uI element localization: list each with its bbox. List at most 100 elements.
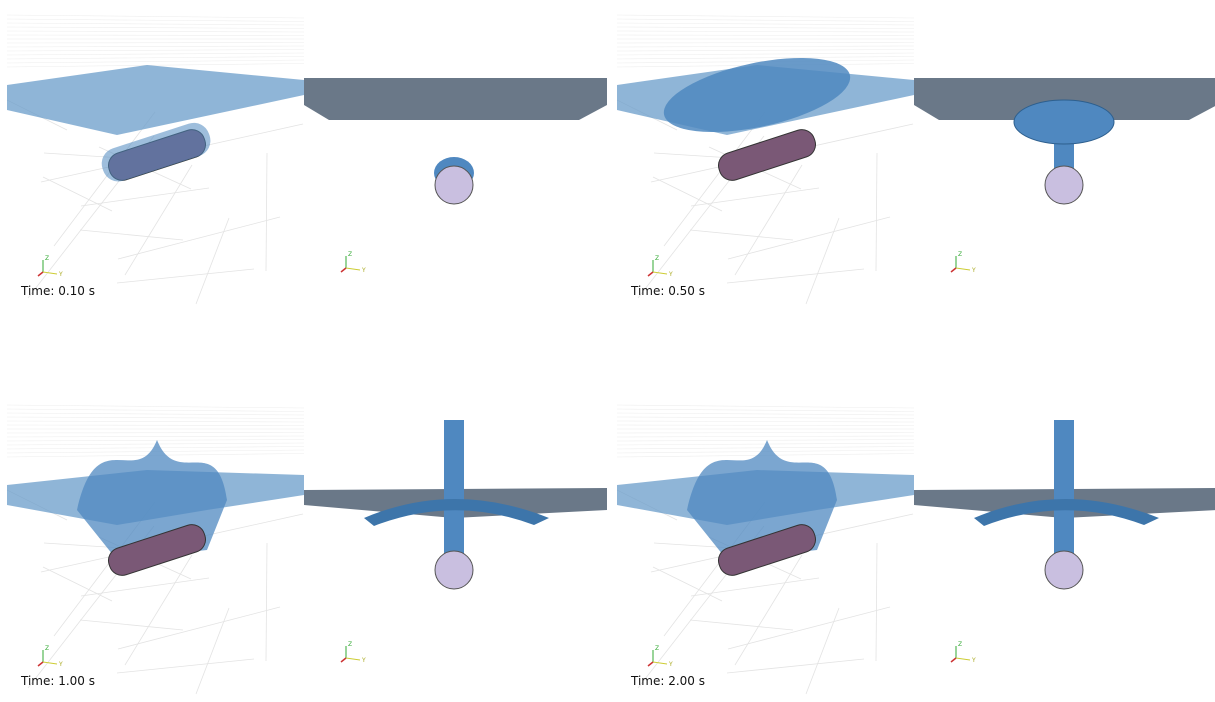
- axis-y: [345, 267, 361, 271]
- mesh-line: [734, 164, 803, 276]
- mesh-line: [79, 229, 184, 241]
- axis-x: [647, 271, 654, 277]
- axis-y: [42, 271, 58, 275]
- mesh-line: [689, 229, 794, 241]
- mesh-line: [80, 577, 210, 597]
- mesh-line: [6, 30, 305, 33]
- mesh-line: [616, 22, 915, 26]
- mesh-line: [727, 216, 891, 260]
- axis-y: [42, 661, 58, 665]
- spray: [364, 499, 549, 526]
- mesh-line: [6, 45, 305, 48]
- axis-y: [955, 267, 971, 271]
- mesh-line: [79, 619, 184, 631]
- mesh-line: [6, 56, 305, 60]
- time-label: Time: 0.10 s: [20, 284, 95, 298]
- mesh-line: [6, 432, 305, 434]
- axis-z-label: Z: [655, 645, 659, 652]
- mesh-line: [6, 52, 305, 56]
- perspective-view: Time: 0.10 s: [6, 14, 305, 305]
- mesh-line: [616, 49, 915, 52]
- cylinder-section: [1044, 550, 1084, 590]
- mesh-line: [734, 554, 803, 666]
- cylinder: [718, 129, 816, 181]
- time-label: Time: 0.50 s: [630, 284, 705, 298]
- axis-y-label: Y: [58, 661, 63, 668]
- mesh-line: [6, 49, 305, 52]
- mesh-line: [116, 658, 255, 674]
- mesh-line: [6, 34, 305, 36]
- mesh-line: [690, 187, 820, 207]
- axis-z-label: Z: [958, 251, 962, 258]
- mesh-line: [6, 416, 305, 419]
- cylinder-section: [434, 550, 474, 590]
- axis-y: [955, 657, 971, 661]
- axis-x: [340, 267, 347, 273]
- axis-y: [652, 271, 668, 275]
- axis-x: [950, 267, 957, 273]
- cylinder-section: [1044, 165, 1084, 205]
- cylinder-section: [434, 165, 474, 205]
- mesh-line: [616, 45, 915, 48]
- spray: [974, 499, 1159, 526]
- mesh-line: [6, 424, 305, 426]
- mesh-line: [616, 424, 915, 426]
- mesh-line: [6, 59, 305, 64]
- mesh-line: [117, 606, 281, 650]
- film: [101, 122, 211, 182]
- cap: [1013, 99, 1115, 145]
- mesh-line: [116, 268, 255, 284]
- mesh-line: [53, 111, 156, 247]
- axis-y-label: Y: [971, 657, 976, 664]
- water-band: [304, 78, 607, 120]
- perspective-view: Time: 0.50 s: [616, 14, 915, 305]
- mesh-line: [6, 435, 305, 438]
- mesh-line: [6, 18, 305, 22]
- side-view: [304, 78, 607, 205]
- mesh-line: [616, 412, 915, 416]
- mesh-line: [616, 408, 915, 412]
- axis-y-label: Y: [361, 657, 366, 664]
- mesh-line: [616, 435, 915, 438]
- mesh-line: [80, 187, 210, 207]
- mesh-line: [117, 216, 281, 260]
- mesh-line: [265, 542, 268, 662]
- mesh-line: [616, 18, 915, 22]
- mesh-line: [616, 52, 915, 56]
- mesh-line: [616, 416, 915, 419]
- axis-x: [340, 657, 347, 663]
- mesh-line: [616, 404, 915, 409]
- cylinder: [108, 524, 206, 576]
- axis-x: [647, 661, 654, 667]
- neck: [444, 420, 464, 570]
- mesh-line: [616, 56, 915, 60]
- mesh-line: [616, 30, 915, 33]
- mesh-line: [265, 152, 268, 272]
- mesh-line: [6, 22, 305, 26]
- mesh-line: [689, 619, 794, 631]
- mesh-line: [652, 176, 723, 212]
- mesh-line: [195, 607, 230, 695]
- time-label: Time: 2.00 s: [630, 674, 705, 688]
- axis-z-label: Z: [45, 645, 49, 652]
- mesh-line: [727, 606, 891, 650]
- water-surface: [7, 65, 304, 135]
- mesh-line: [616, 14, 915, 19]
- mesh-line: [6, 14, 305, 19]
- side-view: [914, 78, 1215, 205]
- time-label: Time: 1.00 s: [20, 674, 95, 688]
- axis-z-label: Z: [655, 255, 659, 262]
- mesh-line: [6, 439, 305, 442]
- mesh-line: [195, 217, 230, 305]
- mesh-line: [6, 63, 305, 68]
- perspective-view: Time: 2.00 s: [616, 404, 915, 695]
- mesh-line: [875, 542, 878, 662]
- mesh-line: [6, 408, 305, 412]
- mesh-line: [616, 420, 915, 423]
- axis-x: [950, 657, 957, 663]
- mesh-line: [6, 42, 305, 44]
- axis-y-label: Y: [58, 271, 63, 278]
- perspective-view: Time: 1.00 s: [6, 404, 305, 695]
- axis-y: [345, 657, 361, 661]
